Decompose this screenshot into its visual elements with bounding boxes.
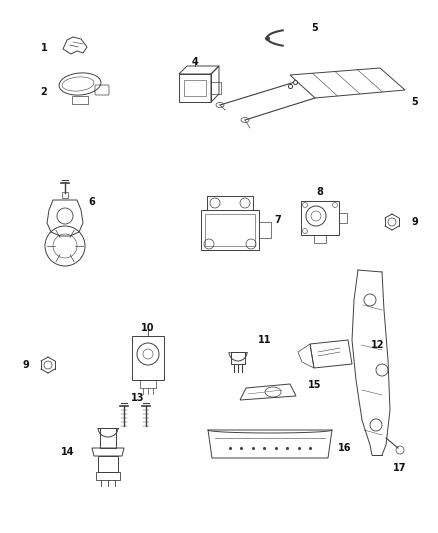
Text: 9: 9 bbox=[412, 217, 418, 227]
Bar bbox=[132, 336, 164, 380]
Bar bbox=[140, 380, 156, 388]
Bar bbox=[339, 213, 347, 223]
Text: 14: 14 bbox=[61, 447, 75, 457]
Text: 17: 17 bbox=[393, 463, 407, 473]
Text: 11: 11 bbox=[258, 335, 272, 345]
Bar bbox=[96, 472, 120, 480]
Text: 6: 6 bbox=[88, 197, 95, 207]
Bar bbox=[205, 214, 255, 246]
Bar bbox=[100, 428, 116, 448]
Text: 10: 10 bbox=[141, 323, 155, 333]
Bar bbox=[62, 192, 68, 198]
Text: 2: 2 bbox=[41, 87, 47, 97]
Text: 7: 7 bbox=[275, 215, 281, 225]
Bar bbox=[259, 222, 271, 238]
Bar bbox=[184, 80, 206, 96]
Text: 13: 13 bbox=[131, 393, 145, 403]
Text: 5: 5 bbox=[412, 97, 418, 107]
Text: 15: 15 bbox=[308, 380, 322, 390]
Text: 4: 4 bbox=[192, 57, 198, 67]
Bar bbox=[211, 82, 221, 94]
Text: 12: 12 bbox=[371, 340, 385, 350]
Text: 8: 8 bbox=[317, 187, 323, 197]
Bar bbox=[72, 96, 88, 104]
Bar bbox=[231, 352, 245, 364]
Bar bbox=[301, 201, 339, 235]
Bar bbox=[179, 74, 211, 102]
Text: 16: 16 bbox=[338, 443, 352, 453]
Text: 9: 9 bbox=[23, 360, 29, 370]
Bar bbox=[98, 456, 118, 472]
Text: 1: 1 bbox=[41, 43, 47, 53]
Bar bbox=[201, 210, 259, 250]
Bar bbox=[314, 235, 326, 243]
Text: 5: 5 bbox=[311, 23, 318, 33]
